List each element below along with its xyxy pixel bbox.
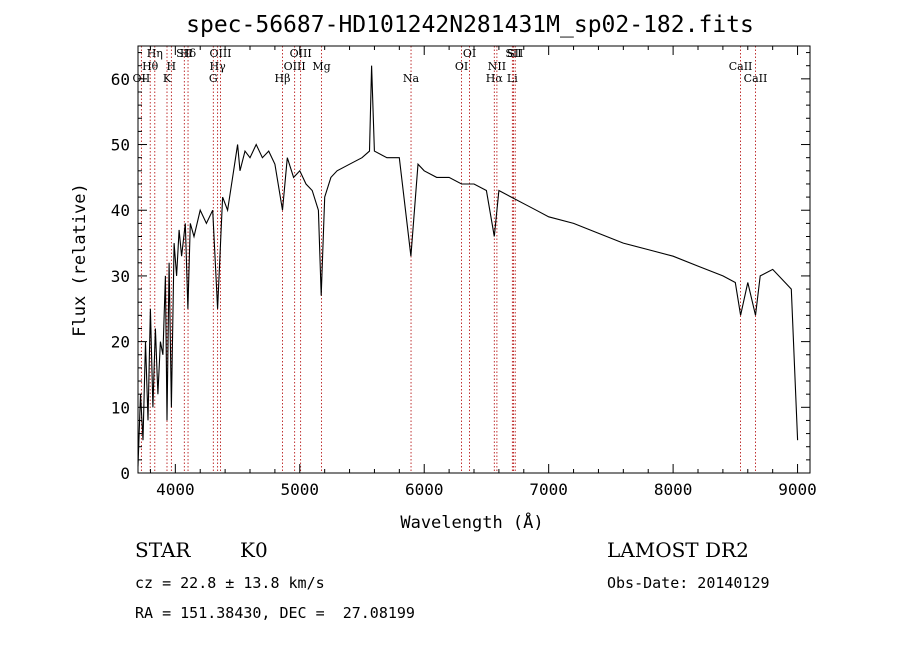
spectral-line-label: Hγ — [210, 60, 227, 73]
x-axis-label: Wavelength (Å) — [400, 511, 543, 533]
y-axis-label: Flux (relative) — [70, 183, 90, 337]
spectral-line-label: OIII — [209, 47, 231, 60]
object-subclass: K0 — [240, 538, 268, 562]
spectral-line-label: OI — [463, 47, 476, 60]
x-tick-label: 7000 — [529, 480, 568, 499]
spectral-line-label: K — [163, 72, 172, 85]
spectral-line-label: CaII — [729, 60, 753, 73]
spectral-line-label: SII — [505, 47, 521, 60]
plot-frame — [137, 45, 811, 474]
observation-date: Obs-Date: 20140129 — [607, 574, 770, 592]
spectral-line-label: Hδ — [180, 47, 197, 60]
y-tick-label: 10 — [111, 398, 130, 417]
spectral-line-label: OIII — [290, 47, 312, 60]
y-tick-label: 30 — [111, 267, 130, 286]
y-tick-label: 20 — [111, 333, 130, 352]
spectral-line-label: Hβ — [275, 72, 291, 85]
x-tick-label: 5000 — [281, 480, 320, 499]
flux-series — [137, 65, 799, 467]
spectral-lines: HηHθOIISIIHKHδHγGOIIIOIIIHβOIIIMgNaOIOIH… — [133, 46, 768, 473]
spectral-line-label: CaII — [744, 72, 768, 85]
y-tick-label: 60 — [111, 70, 130, 89]
spectral-line-label: H — [167, 60, 177, 73]
spectral-line-label: Hη — [147, 47, 163, 60]
x-tick-label: 4000 — [156, 480, 195, 499]
x-tick-label: 8000 — [654, 480, 693, 499]
y-tick-label: 50 — [111, 136, 130, 155]
spectral-line-label: Mg — [312, 60, 330, 73]
spectral-line-label: Li — [507, 72, 518, 85]
spectral-line-label: SII — [507, 47, 523, 60]
y-tick-label: 40 — [111, 201, 130, 220]
flux-line — [137, 65, 799, 467]
x-tick-label: 9000 — [778, 480, 817, 499]
x-tick-label: 6000 — [405, 480, 444, 499]
y-tick-label: 0 — [120, 464, 130, 483]
spectral-line-label: Hθ — [142, 60, 159, 73]
spectral-line-label: Na — [403, 72, 420, 85]
survey-name: LAMOST DR2 — [607, 538, 749, 562]
coordinates: RA = 151.38430, DEC = 27.08199 — [135, 604, 415, 622]
y-axis-ticks: 0 10 20 30 40 50 60 — [111, 52, 810, 483]
spectral-line-label: Hα — [486, 72, 504, 85]
spectral-line-label: OIII — [284, 60, 306, 73]
chart-title: spec-56687-HD101242N281431M_sp02-182.fit… — [186, 12, 754, 38]
spectral-line-label: NII — [488, 60, 506, 73]
object-class: STAR — [135, 538, 191, 562]
spectral-line-label: G — [209, 72, 218, 85]
spectral-line-label: OI — [455, 60, 468, 73]
redshift-cz: cz = 22.8 ± 13.8 km/s — [135, 574, 325, 592]
x-axis-ticks: 4000 5000 6000 7000 8000 9000 — [149, 46, 817, 499]
